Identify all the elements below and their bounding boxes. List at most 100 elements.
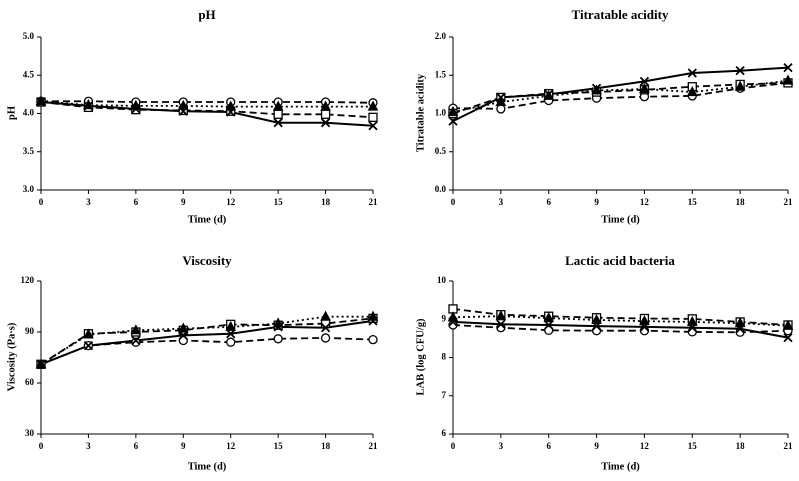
data-point-triangle bbox=[734, 317, 746, 328]
data-point-cross bbox=[448, 317, 458, 327]
y-tick-label: 90 bbox=[25, 326, 35, 336]
x-tick-label: 12 bbox=[640, 441, 650, 451]
data-point-circle bbox=[544, 325, 554, 335]
data-point-cross bbox=[687, 68, 697, 78]
y-tick-label: 6 bbox=[442, 428, 447, 438]
data-point-cross bbox=[83, 101, 94, 111]
series-line-cross bbox=[40, 101, 374, 127]
x-tick-label: 9 bbox=[594, 441, 599, 451]
series-line-square bbox=[40, 317, 374, 366]
x-tick-label: 15 bbox=[274, 441, 284, 451]
data-point-cross bbox=[496, 92, 506, 103]
data-point-triangle bbox=[639, 82, 650, 94]
data-point-cross bbox=[448, 116, 458, 126]
chart-panel-4: Lactic acid bacteria 6 7 8 9 10 0 3 6 9 12 15 18 21 Ti… bbox=[415, 253, 794, 472]
data-point-square bbox=[273, 109, 283, 119]
x-tick-label: 6 bbox=[134, 197, 139, 207]
x-tick-label: 6 bbox=[546, 197, 551, 207]
data-point-square bbox=[320, 109, 331, 119]
chart-title: Titratable acidity bbox=[572, 7, 669, 22]
data-point-triangle bbox=[686, 86, 698, 97]
y-tick-label: 1.0 bbox=[435, 108, 447, 118]
series-line-square bbox=[452, 308, 789, 326]
data-point-triangle bbox=[782, 74, 794, 85]
data-point-circle bbox=[226, 337, 236, 347]
data-point-cross bbox=[226, 329, 236, 339]
x-tick-label: 0 bbox=[451, 441, 456, 451]
data-point-circle bbox=[687, 327, 697, 337]
data-point-square bbox=[368, 112, 378, 122]
y-tick-label: 60 bbox=[25, 377, 35, 387]
chart-title: Lactic acid bacteria bbox=[565, 253, 675, 268]
y-axis-label: Titratable acidity bbox=[415, 73, 426, 152]
x-tick-label: 3 bbox=[86, 441, 91, 451]
y-tick-label: 2.0 bbox=[435, 31, 447, 41]
chart-title: pH bbox=[198, 7, 215, 22]
x-tick-label: 15 bbox=[688, 441, 698, 451]
x-tick-label: 9 bbox=[181, 441, 186, 451]
data-point-cross bbox=[368, 316, 378, 326]
data-point-triangle bbox=[320, 100, 331, 111]
x-axis-label: Time (d) bbox=[601, 214, 640, 225]
x-tick-label: 3 bbox=[86, 197, 91, 207]
series-line-circle bbox=[41, 100, 374, 104]
data-point-triangle bbox=[177, 322, 189, 333]
data-point-cross bbox=[591, 83, 602, 93]
y-tick-label: 30 bbox=[25, 428, 35, 438]
x-tick-label: 21 bbox=[784, 441, 794, 451]
y-tick-label: 4.0 bbox=[23, 108, 35, 118]
data-point-triangle bbox=[320, 310, 331, 321]
y-tick-label: 7 bbox=[442, 390, 447, 400]
data-point-cross bbox=[687, 323, 697, 333]
y-tick-label: 1.5 bbox=[435, 69, 447, 79]
data-point-cross bbox=[273, 118, 283, 128]
x-tick-label: 3 bbox=[499, 197, 504, 207]
data-point-cross bbox=[273, 322, 283, 332]
x-tick-label: 21 bbox=[784, 197, 794, 207]
x-tick-label: 6 bbox=[134, 441, 139, 451]
x-tick-label: 18 bbox=[736, 197, 746, 207]
y-axis-label: LAB (log CFU/g) bbox=[415, 318, 426, 396]
x-tick-label: 18 bbox=[321, 441, 331, 451]
data-point-cross bbox=[591, 321, 602, 331]
data-point-triangle bbox=[782, 319, 794, 330]
data-point-circle bbox=[368, 334, 378, 345]
data-point-triangle bbox=[686, 315, 698, 326]
data-point-cross bbox=[226, 107, 236, 117]
series-line-circle bbox=[452, 324, 789, 334]
data-point-triangle bbox=[447, 105, 459, 116]
series-line-triangle bbox=[452, 79, 789, 113]
data-point-circle bbox=[496, 104, 506, 114]
data-point-triangle bbox=[639, 315, 650, 326]
y-tick-label: 9 bbox=[442, 313, 447, 323]
series-line-cross bbox=[40, 319, 374, 366]
y-tick-label: 0.5 bbox=[435, 146, 447, 156]
x-axis-label: Time (d) bbox=[601, 461, 640, 472]
x-tick-label: 9 bbox=[181, 197, 186, 207]
chart-panel-3: Viscosity 30 60 90 120 0 3 6 9 12 15 18 21 Time (d) Vi… bbox=[6, 253, 379, 472]
x-tick-label: 6 bbox=[546, 441, 551, 451]
x-tick-label: 15 bbox=[274, 197, 284, 207]
data-point-circle bbox=[273, 334, 283, 344]
data-point-cross bbox=[639, 76, 650, 87]
x-tick-label: 3 bbox=[499, 441, 504, 451]
data-point-triangle bbox=[83, 328, 94, 339]
data-point-cross bbox=[735, 324, 745, 334]
data-point-triangle bbox=[734, 80, 746, 91]
y-tick-label: 5.0 bbox=[23, 31, 35, 41]
x-tick-label: 21 bbox=[369, 197, 379, 207]
y-tick-label: 4.5 bbox=[23, 69, 35, 79]
x-tick-label: 0 bbox=[39, 197, 44, 207]
data-point-cross bbox=[131, 104, 141, 114]
x-tick-label: 18 bbox=[321, 197, 331, 207]
data-point-cross bbox=[320, 323, 331, 333]
data-point-cross bbox=[783, 62, 793, 73]
data-point-cross bbox=[544, 320, 554, 330]
data-point-triangle bbox=[591, 313, 602, 325]
data-point-cross bbox=[320, 118, 331, 128]
data-point-cross bbox=[36, 97, 46, 107]
x-tick-label: 21 bbox=[369, 441, 379, 451]
data-point-triangle bbox=[130, 324, 142, 335]
data-point-triangle bbox=[367, 100, 379, 111]
